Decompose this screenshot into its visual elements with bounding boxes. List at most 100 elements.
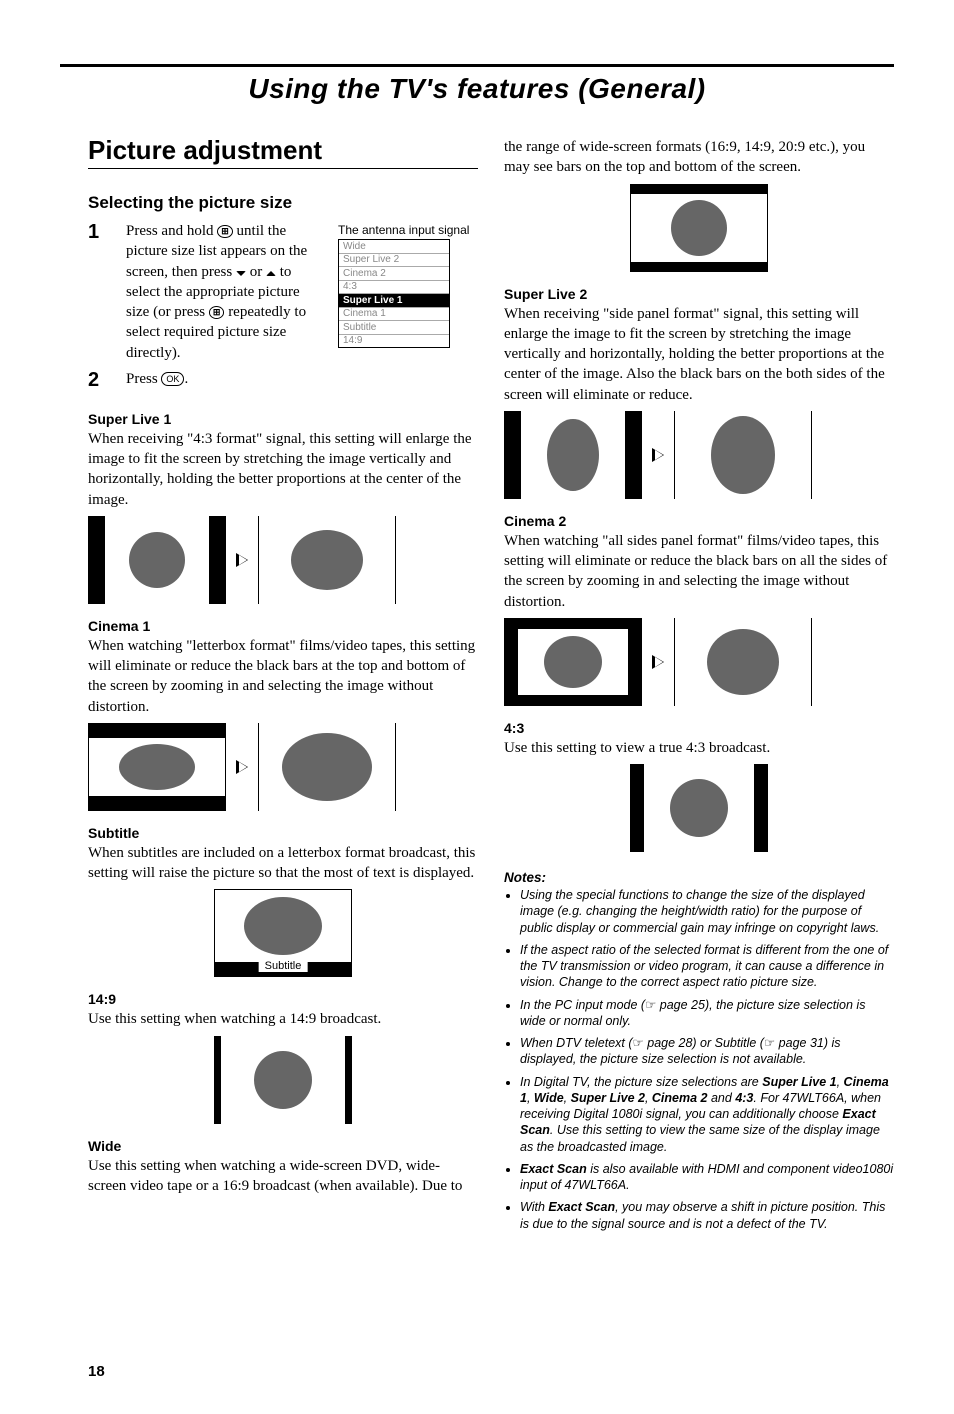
4-3-desc: Use this setting to view a true 4:3 broa… bbox=[504, 738, 894, 758]
picture-size-menu: Wide Super Live 2 Cinema 2 4:3 Super Liv… bbox=[338, 239, 450, 348]
step2-text-a: Press bbox=[126, 371, 161, 387]
menu-item: Super Live 2 bbox=[339, 254, 449, 268]
tv-after bbox=[258, 723, 396, 811]
menu-item: Cinema 1 bbox=[339, 308, 449, 322]
step1-text-a: Press and hold bbox=[126, 223, 217, 239]
notes-heading: Notes: bbox=[504, 870, 894, 885]
step-1: 1 Press and hold ⊞ until the picture siz… bbox=[88, 221, 324, 363]
subtitle-heading: Subtitle bbox=[88, 825, 478, 841]
note-text: , bbox=[645, 1091, 652, 1105]
transform-arrow-icon bbox=[236, 760, 248, 774]
note-bold: Wide bbox=[534, 1091, 564, 1105]
header-rule bbox=[60, 64, 894, 67]
note-text: In Digital TV, the picture size selectio… bbox=[520, 1075, 762, 1089]
note-text: and bbox=[708, 1091, 736, 1105]
down-arrow-icon bbox=[236, 271, 246, 276]
chapter-title: Using the TV's features (General) bbox=[0, 73, 954, 105]
wide-desc: Use this setting when watching a wide-sc… bbox=[88, 1156, 478, 1197]
page-ref-icon: ☞ bbox=[633, 1036, 644, 1050]
14-9-heading: 14:9 bbox=[88, 991, 478, 1007]
note-text: . Use this setting to view the same size… bbox=[520, 1123, 880, 1153]
note-text: , bbox=[837, 1075, 844, 1089]
page-ref-icon: ☞ bbox=[764, 1036, 775, 1050]
subtitle-label: Subtitle bbox=[259, 960, 308, 972]
4-3-heading: 4:3 bbox=[504, 720, 894, 736]
menu-item: 4:3 bbox=[339, 281, 449, 295]
menu-item-selected: Super Live 1 bbox=[339, 294, 449, 308]
note-text: In the PC input mode ( bbox=[520, 998, 645, 1012]
picture-adjustment-heading: Picture adjustment bbox=[88, 135, 478, 169]
subtitle-figure: Subtitle bbox=[88, 889, 478, 977]
wide-continued: the range of wide-screen formats (16:9, … bbox=[504, 137, 894, 178]
page-number: 18 bbox=[88, 1363, 105, 1380]
transform-arrow-icon bbox=[652, 448, 664, 462]
tv-4-3 bbox=[630, 764, 768, 852]
note-bold: Super Live 1 bbox=[762, 1075, 836, 1089]
tv-after bbox=[674, 411, 812, 499]
tv-wide bbox=[630, 184, 768, 272]
note-text: , bbox=[564, 1091, 571, 1105]
note-text: page 28) or Subtitle ( bbox=[644, 1036, 764, 1050]
step-2: 2 Press OK. bbox=[88, 369, 324, 391]
tv-after bbox=[674, 618, 812, 706]
transform-arrow-icon bbox=[236, 553, 248, 567]
page-ref-icon: ☞ bbox=[645, 998, 656, 1012]
wide-figure bbox=[504, 184, 894, 272]
picture-size-button-icon: ⊞ bbox=[217, 225, 233, 238]
up-arrow-icon bbox=[266, 271, 276, 276]
note-item: In the PC input mode (☞ page 25), the pi… bbox=[520, 997, 894, 1030]
transform-arrow-icon bbox=[652, 655, 664, 669]
cinema-2-desc: When watching "all sides panel format" f… bbox=[504, 531, 894, 612]
step-1-number: 1 bbox=[88, 221, 108, 363]
super-live-1-figure bbox=[88, 516, 478, 604]
cinema-1-heading: Cinema 1 bbox=[88, 618, 478, 634]
step-2-number: 2 bbox=[88, 369, 108, 391]
subtitle-desc: When subtitles are included on a letterb… bbox=[88, 843, 478, 884]
selecting-picture-size-heading: Selecting the picture size bbox=[88, 193, 478, 213]
tv-before bbox=[88, 723, 226, 811]
tv-before bbox=[88, 516, 226, 604]
menu-caption: The antenna input signal bbox=[338, 223, 478, 237]
note-item: When DTV teletext (☞ page 28) or Subtitl… bbox=[520, 1035, 894, 1068]
note-item: In Digital TV, the picture size selectio… bbox=[520, 1074, 894, 1155]
left-column: Picture adjustment Selecting the picture… bbox=[88, 135, 478, 1238]
note-bold: Exact Scan bbox=[548, 1200, 615, 1214]
menu-item: Cinema 2 bbox=[339, 267, 449, 281]
super-live-1-heading: Super Live 1 bbox=[88, 411, 478, 427]
super-live-2-heading: Super Live 2 bbox=[504, 286, 894, 302]
step2-text-b: . bbox=[184, 371, 188, 387]
super-live-1-desc: When receiving "4:3 format" signal, this… bbox=[88, 429, 478, 510]
step-1-body: Press and hold ⊞ until the picture size … bbox=[126, 221, 324, 363]
ok-button-icon: OK bbox=[161, 372, 184, 386]
wide-heading: Wide bbox=[88, 1138, 478, 1154]
note-text: , bbox=[527, 1091, 534, 1105]
tv-after bbox=[258, 516, 396, 604]
step1-text-c: or bbox=[246, 264, 266, 280]
step-1-row: 1 Press and hold ⊞ until the picture siz… bbox=[88, 221, 478, 397]
note-bold: 4:3 bbox=[735, 1091, 753, 1105]
page-header: Using the TV's features (General) bbox=[0, 64, 954, 105]
menu-item: 14:9 bbox=[339, 335, 449, 348]
note-item: If the aspect ratio of the selected form… bbox=[520, 942, 894, 991]
cinema-1-desc: When watching "letterbox format" films/v… bbox=[88, 636, 478, 717]
tv-before bbox=[504, 618, 642, 706]
4-3-figure bbox=[504, 764, 894, 852]
right-column: the range of wide-screen formats (16:9, … bbox=[504, 135, 894, 1238]
note-bold: Cinema 2 bbox=[652, 1091, 708, 1105]
super-live-2-figure bbox=[504, 411, 894, 499]
content-area: Picture adjustment Selecting the picture… bbox=[0, 105, 954, 1278]
menu-illustration: The antenna input signal Wide Super Live… bbox=[338, 221, 478, 397]
menu-item: Subtitle bbox=[339, 321, 449, 335]
cinema-1-figure bbox=[88, 723, 478, 811]
note-text: When DTV teletext ( bbox=[520, 1036, 633, 1050]
super-live-2-desc: When receiving "side panel format" signa… bbox=[504, 304, 894, 405]
cinema-2-figure bbox=[504, 618, 894, 706]
notes-list: Using the special functions to change th… bbox=[504, 887, 894, 1232]
tv-14-9 bbox=[214, 1036, 352, 1124]
cinema-2-heading: Cinema 2 bbox=[504, 513, 894, 529]
tv-before bbox=[504, 411, 642, 499]
note-item: Exact Scan is also available with HDMI a… bbox=[520, 1161, 894, 1194]
picture-size-button-icon-2: ⊞ bbox=[209, 306, 225, 319]
note-bold: Super Live 2 bbox=[571, 1091, 645, 1105]
14-9-figure bbox=[88, 1036, 478, 1124]
